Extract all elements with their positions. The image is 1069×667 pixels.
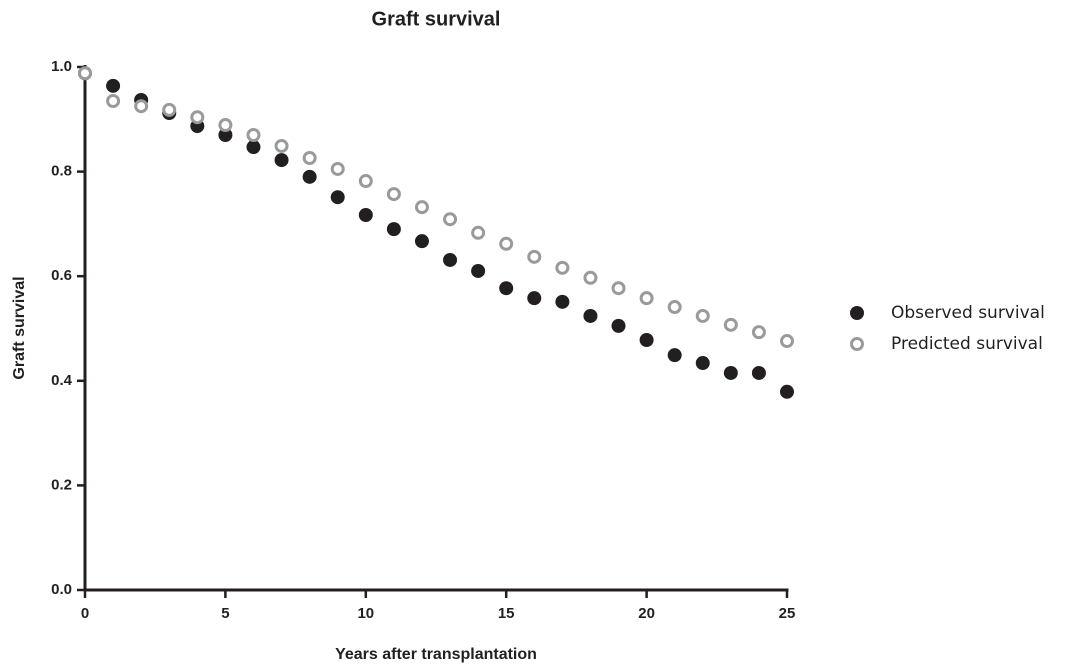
point	[162, 102, 177, 117]
point	[190, 110, 205, 125]
chart-title: Graft survival	[372, 8, 501, 30]
point	[611, 318, 626, 333]
y-tick-label: 0.8	[51, 163, 72, 180]
point	[583, 308, 598, 323]
y-tick-label: 0.2	[51, 476, 72, 493]
point	[667, 348, 682, 363]
point	[302, 169, 317, 184]
point	[667, 300, 682, 315]
point	[274, 138, 289, 153]
x-tick-label: 25	[779, 605, 796, 622]
point	[330, 190, 345, 205]
point	[695, 356, 710, 371]
x-axis-title: Years after transplantation	[335, 646, 537, 663]
x-tick-label: 15	[498, 605, 515, 622]
y-tick-label: 0.4	[51, 372, 73, 389]
point	[695, 308, 710, 323]
point	[274, 153, 289, 168]
x-tick-label: 0	[81, 605, 89, 622]
point	[330, 161, 345, 176]
point	[302, 151, 317, 166]
point	[246, 140, 261, 155]
point	[386, 187, 401, 202]
point	[218, 118, 233, 133]
point	[555, 294, 570, 309]
legend-marker	[850, 337, 864, 351]
point	[106, 78, 121, 93]
point	[499, 281, 514, 296]
point	[414, 200, 429, 215]
point	[611, 281, 626, 296]
y-tick-label: 1.0	[51, 58, 72, 75]
point	[443, 252, 458, 267]
point	[246, 127, 261, 142]
point	[639, 333, 654, 348]
point	[471, 225, 486, 240]
point	[78, 66, 92, 81]
legend-marker	[850, 306, 864, 320]
point	[106, 93, 121, 108]
point	[780, 334, 794, 349]
point	[414, 234, 429, 249]
legend-label: Predicted survival	[891, 334, 1043, 354]
point	[723, 317, 738, 332]
point	[134, 99, 149, 114]
y-axis-title: Graft survival	[11, 276, 28, 379]
point	[583, 270, 598, 285]
point	[443, 212, 458, 227]
point	[358, 174, 373, 189]
point	[555, 260, 570, 275]
y-tick-label: 0.6	[51, 267, 72, 284]
legend-label: Observed survival	[891, 303, 1045, 323]
point	[751, 325, 766, 340]
x-tick-label: 20	[638, 605, 655, 622]
point	[386, 222, 401, 237]
point	[527, 291, 542, 306]
point	[218, 127, 233, 142]
point	[358, 208, 373, 223]
point	[499, 236, 514, 251]
x-tick-label: 10	[357, 605, 374, 622]
y-tick-label: 0.0	[51, 581, 72, 598]
point	[639, 291, 654, 306]
point	[723, 365, 738, 380]
point	[471, 263, 486, 278]
point	[780, 384, 794, 399]
x-tick-label: 5	[221, 605, 229, 622]
point	[751, 365, 766, 380]
point	[527, 249, 542, 264]
